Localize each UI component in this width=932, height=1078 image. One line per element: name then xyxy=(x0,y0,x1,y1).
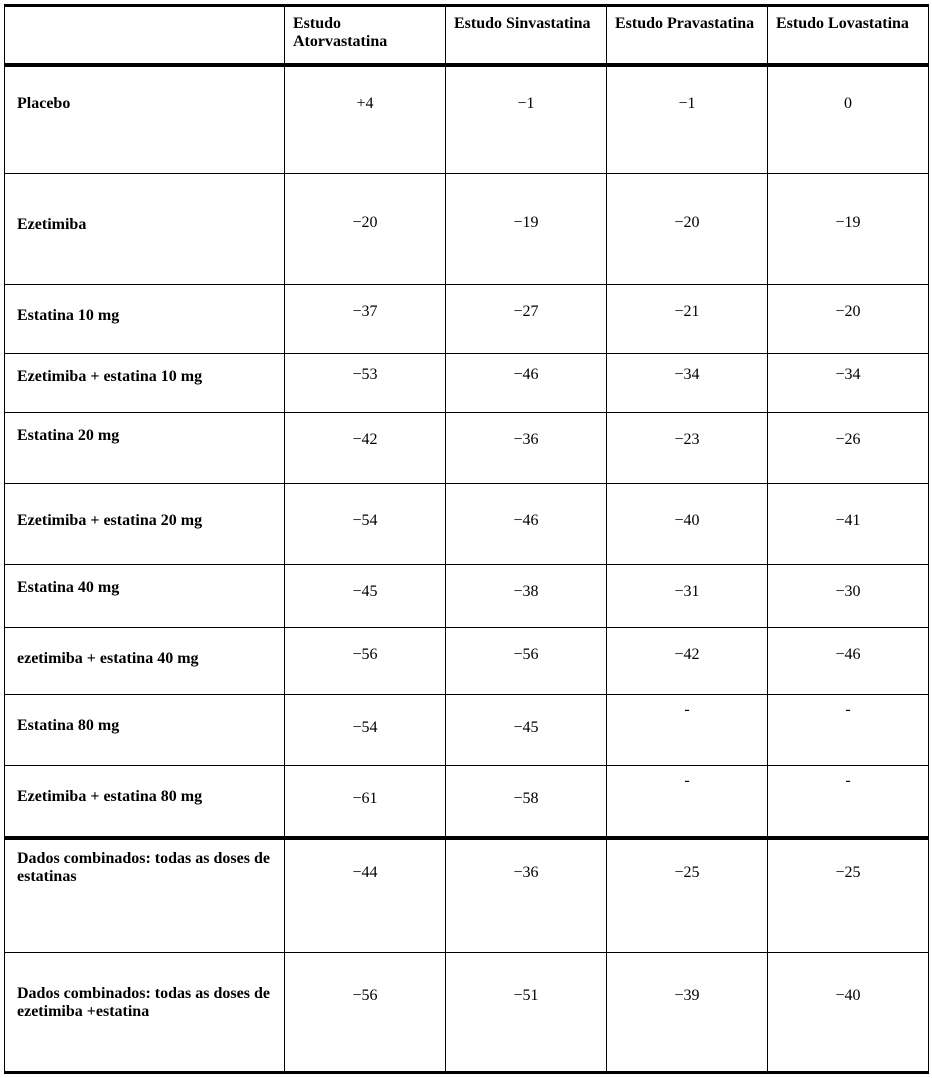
table-row: Ezetimiba −20 −19 −20 −19 xyxy=(5,174,929,285)
table-row: Dados combinados: todas as doses de esta… xyxy=(5,838,929,953)
row-label: Estatina 20 mg xyxy=(5,413,285,484)
header-blank xyxy=(5,6,285,66)
cell-value: −56 xyxy=(285,953,446,1073)
cell-value: - xyxy=(768,695,929,766)
table-row: Estatina 20 mg −42 −36 −23 −26 xyxy=(5,413,929,484)
cell-value: −25 xyxy=(768,838,929,953)
cell-value: −23 xyxy=(607,413,768,484)
row-label: ezetimiba + estatina 40 mg xyxy=(5,628,285,695)
statin-table: Estudo Atorvastatina Estudo Sinvastatina… xyxy=(4,4,929,1074)
cell-value: −56 xyxy=(446,628,607,695)
cell-value: −42 xyxy=(285,413,446,484)
row-label: Estatina 40 mg xyxy=(5,565,285,628)
cell-value: −54 xyxy=(285,695,446,766)
row-label: Ezetimiba xyxy=(5,174,285,285)
table-row: Ezetimiba + estatina 80 mg −61 −58 - - xyxy=(5,766,929,839)
cell-value: −36 xyxy=(446,838,607,953)
cell-value: −38 xyxy=(446,565,607,628)
header-col-3: Estudo Pravastatina xyxy=(607,6,768,66)
header-col-2: Estudo Sinvastatina xyxy=(446,6,607,66)
table-row: Dados combinados: todas as doses de ezet… xyxy=(5,953,929,1073)
header-col-1-label: Estudo Atorvastatina xyxy=(285,7,445,63)
cell-value: +4 xyxy=(285,65,446,174)
cell-value: −61 xyxy=(285,766,446,839)
cell-value: −45 xyxy=(285,565,446,628)
header-col-3-label: Estudo Pravastatina xyxy=(607,7,767,45)
row-label: Estatina 80 mg xyxy=(5,695,285,766)
cell-value: −54 xyxy=(285,484,446,565)
header-col-1: Estudo Atorvastatina xyxy=(285,6,446,66)
cell-value: −20 xyxy=(607,174,768,285)
header-col-4-label: Estudo Lovastatina xyxy=(768,7,928,45)
table-row: Placebo +4 −1 −1 0 xyxy=(5,65,929,174)
cell-value: −25 xyxy=(607,838,768,953)
cell-value: −34 xyxy=(768,354,929,413)
cell-value: −56 xyxy=(285,628,446,695)
table-row: Estatina 40 mg −45 −38 −31 −30 xyxy=(5,565,929,628)
cell-value: −53 xyxy=(285,354,446,413)
cell-value: −1 xyxy=(446,65,607,174)
cell-value: −46 xyxy=(446,484,607,565)
cell-value: 0 xyxy=(768,65,929,174)
cell-value: −20 xyxy=(768,285,929,354)
cell-value: −1 xyxy=(607,65,768,174)
cell-value: −19 xyxy=(446,174,607,285)
row-label: Ezetimiba + estatina 20 mg xyxy=(5,484,285,565)
cell-value: −44 xyxy=(285,838,446,953)
cell-value: −40 xyxy=(768,953,929,1073)
row-label: Dados combinados: todas as doses de ezet… xyxy=(5,953,285,1073)
row-label: Ezetimiba + estatina 80 mg xyxy=(5,766,285,839)
cell-value: −30 xyxy=(768,565,929,628)
table-row: ezetimiba + estatina 40 mg −56 −56 −42 −… xyxy=(5,628,929,695)
cell-value: −41 xyxy=(768,484,929,565)
row-label: Dados combinados: todas as doses de esta… xyxy=(5,838,285,953)
cell-value: −39 xyxy=(607,953,768,1073)
row-label: Placebo xyxy=(5,65,285,174)
cell-value: −51 xyxy=(446,953,607,1073)
cell-value: −46 xyxy=(768,628,929,695)
cell-value: −37 xyxy=(285,285,446,354)
header-col-2-label: Estudo Sinvastatina xyxy=(446,7,606,45)
cell-value: - xyxy=(607,695,768,766)
cell-value: - xyxy=(768,766,929,839)
cell-value: −31 xyxy=(607,565,768,628)
cell-value: −36 xyxy=(446,413,607,484)
cell-value: −42 xyxy=(607,628,768,695)
cell-value: −45 xyxy=(446,695,607,766)
row-label: Estatina 10 mg xyxy=(5,285,285,354)
cell-value: −46 xyxy=(446,354,607,413)
header-col-4: Estudo Lovastatina xyxy=(768,6,929,66)
cell-value: −21 xyxy=(607,285,768,354)
cell-value: −40 xyxy=(607,484,768,565)
cell-value: −34 xyxy=(607,354,768,413)
table-row: Estatina 10 mg −37 −27 −21 −20 xyxy=(5,285,929,354)
cell-value: −26 xyxy=(768,413,929,484)
table-row: Ezetimiba + estatina 10 mg −53 −46 −34 −… xyxy=(5,354,929,413)
cell-value: −19 xyxy=(768,174,929,285)
table-row: Estatina 80 mg −54 −45 - - xyxy=(5,695,929,766)
cell-value: - xyxy=(607,766,768,839)
row-label: Ezetimiba + estatina 10 mg xyxy=(5,354,285,413)
cell-value: −20 xyxy=(285,174,446,285)
table-row: Ezetimiba + estatina 20 mg −54 −46 −40 −… xyxy=(5,484,929,565)
header-row: Estudo Atorvastatina Estudo Sinvastatina… xyxy=(5,6,929,66)
cell-value: −27 xyxy=(446,285,607,354)
cell-value: −58 xyxy=(446,766,607,839)
